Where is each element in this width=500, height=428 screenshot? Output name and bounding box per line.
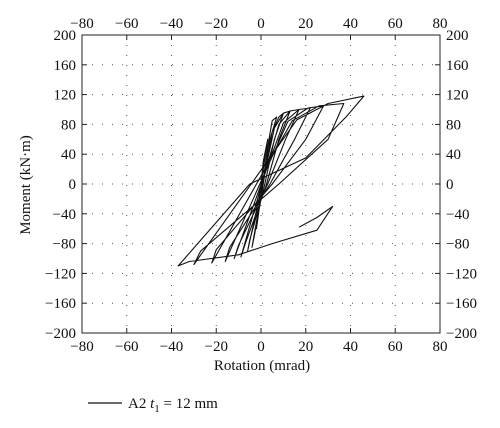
x-tick-label: 80: [433, 339, 448, 355]
y-tick-label-right: 120: [446, 88, 469, 104]
y-tick-label: −160: [45, 296, 76, 312]
y-tick-label: −80: [53, 237, 76, 253]
x-tick-label: −60: [115, 339, 138, 355]
x-tick-labels-bottom: −80 −60 −40 −20 0 20 40 60 80: [70, 339, 447, 355]
y-axis-title: Moment (kN·m): [18, 135, 34, 235]
y-tick-label: −200: [45, 326, 76, 342]
legend-label-suffix: = 12 mm: [160, 396, 218, 412]
y-tick-label-right: 80: [446, 117, 461, 133]
y-tick-label-right: 160: [446, 58, 469, 74]
y-tick-label: −40: [53, 207, 76, 223]
x-tick-label-top: 80: [433, 16, 448, 32]
series-line-a2: [177, 95, 365, 267]
x-tick-label-top: 20: [298, 16, 313, 32]
x-tick-label: −20: [205, 339, 228, 355]
x-tick-label-top: 0: [257, 16, 265, 32]
x-tick-label-top: 40: [343, 16, 358, 32]
y-tick-label-right: −160: [446, 296, 477, 312]
y-tick-label-right: 40: [446, 147, 461, 163]
x-tick-label: −80: [70, 339, 93, 355]
x-tick-label-top: 60: [388, 16, 403, 32]
legend-label-sub: 1: [154, 403, 160, 415]
legend-label-var: t: [150, 396, 155, 412]
y-tick-labels-right: −200 −160 −120 −80 −40 0 40 80 120 160 200: [446, 28, 477, 342]
legend-label-prefix: A2: [128, 396, 150, 412]
y-tick-label: 160: [54, 58, 77, 74]
y-tick-labels-left: −200 −160 −120 −80 −40 0 40 80 120 160 200: [45, 28, 76, 342]
y-tick-label: −120: [45, 266, 76, 282]
x-tick-label-top: −40: [160, 16, 183, 32]
x-axis-title: Rotation (mrad): [214, 358, 310, 374]
tick-marks: [81, 34, 441, 334]
y-tick-label: 0: [69, 177, 77, 193]
y-tick-label-right: −120: [446, 266, 477, 282]
legend: A2 t1 = 12 mm: [88, 396, 218, 415]
y-tick-label-right: 0: [446, 177, 454, 193]
x-tick-label: 40: [343, 339, 358, 355]
y-tick-label: 40: [61, 147, 76, 163]
y-tick-label-right: −40: [446, 207, 469, 223]
x-tick-label: 60: [388, 339, 403, 355]
y-tick-label: 200: [54, 28, 77, 44]
y-tick-label: 120: [54, 88, 77, 104]
x-tick-label: 0: [257, 339, 265, 355]
y-tick-label-right: −200: [446, 326, 477, 342]
y-tick-label: 80: [61, 117, 76, 133]
x-tick-label-top: −60: [115, 16, 138, 32]
x-tick-label: −40: [160, 339, 183, 355]
x-tick-label-top: −20: [205, 16, 228, 32]
x-tick-label-top: −80: [70, 16, 93, 32]
y-tick-label-right: −80: [446, 237, 469, 253]
legend-label: A2 t1 = 12 mm: [128, 396, 218, 415]
x-tick-labels-top: −80 −60 −40 −20 0 20 40 60 80: [70, 16, 447, 32]
y-tick-label-right: 200: [446, 28, 469, 44]
x-tick-label: 20: [298, 339, 313, 355]
